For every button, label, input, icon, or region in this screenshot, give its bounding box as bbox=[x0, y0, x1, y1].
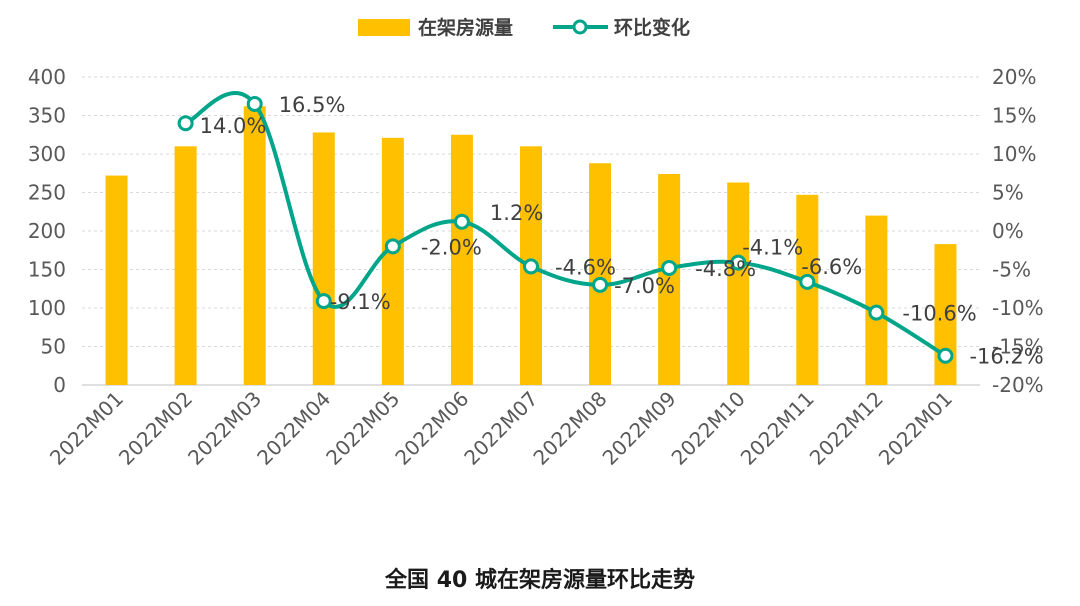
line-data-label: 16.5% bbox=[279, 93, 346, 117]
y-right-tick-label: -15% bbox=[992, 335, 1044, 359]
legend-label-line: 环比变化 bbox=[614, 16, 690, 39]
y-axis-left: 0 50 100 150 200 250 300 350 400 bbox=[28, 65, 66, 397]
y-left-tick-label: 300 bbox=[28, 142, 66, 166]
line-data-label: -4.8% bbox=[695, 257, 756, 281]
bar bbox=[174, 146, 197, 385]
line-data-label: 1.2% bbox=[490, 201, 543, 225]
bar bbox=[243, 106, 266, 385]
x-tick-label: 2022M03 bbox=[183, 387, 266, 470]
bar bbox=[865, 215, 888, 385]
x-tick-label: 2022M06 bbox=[390, 387, 473, 470]
line-marker bbox=[730, 254, 747, 271]
bar bbox=[727, 182, 750, 385]
y-left-tick-label: 200 bbox=[28, 219, 66, 243]
line-data-label: 14.0% bbox=[200, 114, 267, 138]
y-left-tick-label: 400 bbox=[28, 65, 66, 89]
bar bbox=[450, 134, 473, 385]
x-tick-label: 2022M02 bbox=[114, 387, 197, 470]
line-marker bbox=[592, 276, 609, 293]
line-marker bbox=[453, 213, 470, 230]
line-data-label: -6.6% bbox=[801, 255, 862, 279]
x-tick-label: 2022M12 bbox=[805, 387, 888, 470]
y-right-tick-label: 0% bbox=[992, 219, 1024, 243]
y-left-tick-label: 0 bbox=[53, 373, 66, 397]
x-axis: 2022M012022M022022M032022M042022M052022M… bbox=[45, 387, 957, 470]
x-tick-label: 2022M10 bbox=[667, 387, 750, 470]
line-data-label: -10.6% bbox=[902, 302, 976, 326]
legend-swatch-marker bbox=[572, 19, 588, 35]
x-tick-label: 2022M04 bbox=[252, 387, 335, 470]
legend-label-bar: 在架房源量 bbox=[418, 16, 513, 39]
y-left-tick-label: 100 bbox=[28, 296, 66, 320]
line-path bbox=[184, 91, 947, 358]
line-series bbox=[177, 91, 954, 364]
bar bbox=[105, 175, 128, 385]
data-labels: 14.0%16.5%-9.1%-2.0%1.2%-4.6%-7.0%-4.8%-… bbox=[200, 93, 1044, 369]
x-tick-label: 2022M01 bbox=[874, 387, 957, 470]
y-right-tick-label: -10% bbox=[992, 296, 1044, 320]
y-right-tick-label: -5% bbox=[992, 258, 1031, 282]
line-marker bbox=[661, 259, 678, 276]
line-data-label: -7.0% bbox=[614, 274, 675, 298]
line-marker bbox=[315, 293, 332, 310]
legend: 在架房源量 环比变化 bbox=[358, 16, 690, 39]
line-data-label: -2.0% bbox=[421, 235, 482, 259]
line-data-label: -4.1% bbox=[742, 236, 803, 260]
bar bbox=[934, 244, 957, 385]
y-left-tick-label: 350 bbox=[28, 104, 66, 128]
bar bbox=[658, 174, 681, 385]
line-marker bbox=[246, 95, 263, 112]
y-right-tick-label: 20% bbox=[992, 65, 1036, 89]
bar bbox=[312, 132, 335, 385]
line-marker bbox=[384, 238, 401, 255]
line-marker bbox=[523, 258, 539, 275]
x-tick-label: 2022M11 bbox=[736, 387, 819, 470]
line-data-label: -4.6% bbox=[555, 255, 616, 279]
x-tick-label: 2022M09 bbox=[598, 387, 681, 470]
y-left-tick-label: 250 bbox=[28, 181, 66, 205]
line-marker bbox=[799, 273, 816, 290]
y-left-tick-label: 150 bbox=[28, 258, 66, 282]
line-marker bbox=[868, 304, 885, 321]
bar bbox=[381, 137, 404, 385]
y-right-tick-label: 10% bbox=[992, 142, 1036, 166]
y-right-tick-label: -20% bbox=[992, 373, 1044, 397]
bar bbox=[796, 194, 819, 385]
y-right-tick-label: 5% bbox=[992, 181, 1024, 205]
y-axis-right: -20% -15% -10% -5% 0% 5% 10% 15% 20% bbox=[992, 65, 1044, 397]
y-right-tick-label: 15% bbox=[992, 104, 1036, 128]
x-tick-label: 2022M01 bbox=[45, 387, 128, 470]
bar-series bbox=[105, 106, 957, 385]
line-marker bbox=[937, 347, 954, 364]
chart-title: 全国 40 城在架房源量环比走势 bbox=[385, 568, 695, 593]
bar bbox=[589, 163, 612, 385]
legend-swatch-bar bbox=[358, 19, 410, 36]
y-left-tick-label: 50 bbox=[41, 335, 66, 359]
line-marker bbox=[177, 115, 194, 132]
line-data-label: -9.1% bbox=[330, 290, 391, 314]
x-tick-label: 2022M05 bbox=[321, 387, 404, 470]
x-tick-label: 2022M08 bbox=[528, 387, 611, 470]
line-data-label: -16.2% bbox=[969, 345, 1043, 369]
x-tick-label: 2022M07 bbox=[459, 387, 542, 470]
